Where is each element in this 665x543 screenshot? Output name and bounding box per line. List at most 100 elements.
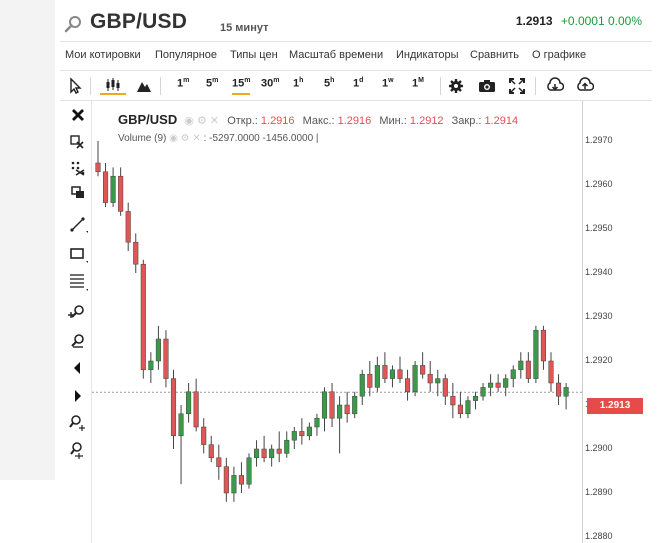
symbol-title: GBP/USD xyxy=(90,10,188,33)
price-tick-label: 1.2970 xyxy=(585,135,613,145)
candlestick-chart[interactable] xyxy=(92,101,582,543)
candle-body xyxy=(329,391,335,419)
menu-about-chart[interactable]: О графике xyxy=(532,49,587,61)
candle xyxy=(216,444,222,480)
timeframe-1M[interactable]: 1M xyxy=(412,77,424,90)
timeframe-15m[interactable]: 15m xyxy=(232,77,251,95)
candle-body xyxy=(480,387,486,397)
fullscreen-icon[interactable] xyxy=(509,77,525,95)
toolbar-divider xyxy=(90,77,91,95)
toolbar-divider xyxy=(440,77,441,95)
candle xyxy=(412,361,418,397)
fib-lines-icon[interactable] xyxy=(67,272,89,292)
candle-body xyxy=(382,365,388,379)
camera-icon[interactable] xyxy=(478,77,496,95)
settings-small-icon[interactable]: ⚙ xyxy=(196,115,207,127)
candle-body xyxy=(193,391,199,428)
menu-popular[interactable]: Популярное xyxy=(155,49,218,61)
candle-body xyxy=(223,466,229,494)
remove-small-icon[interactable]: ✕ xyxy=(192,133,201,144)
close-icon[interactable] xyxy=(67,105,89,125)
candle-body xyxy=(103,171,109,203)
candle xyxy=(246,453,252,489)
crosshair-zoom-icon[interactable] xyxy=(67,440,89,460)
zoom-in-icon[interactable] xyxy=(67,302,89,322)
candle-body xyxy=(427,373,433,384)
toolbar-divider xyxy=(160,77,161,95)
high-value: 1.2916 xyxy=(337,115,372,127)
upload-icon[interactable] xyxy=(576,77,594,95)
settings-small-icon[interactable]: ⚙ xyxy=(180,133,190,144)
trend-line-icon[interactable] xyxy=(67,214,89,234)
candle-body xyxy=(435,378,441,384)
price-tick-label: 1.2880 xyxy=(585,531,613,541)
candle xyxy=(435,369,441,397)
candlestick-icon[interactable] xyxy=(100,77,126,95)
price-tick-label: 1.2930 xyxy=(585,311,613,321)
candle xyxy=(178,405,184,485)
candle-body xyxy=(344,404,350,415)
cursor-icon[interactable] xyxy=(68,77,82,95)
price-tick-label: 1.2890 xyxy=(585,487,613,497)
price-change: +0.0001 0.00% xyxy=(560,14,642,28)
candle-body xyxy=(254,448,260,459)
candle xyxy=(465,396,471,419)
candle xyxy=(510,365,516,388)
search-icon[interactable] xyxy=(64,14,84,34)
magnet-icon[interactable] xyxy=(67,158,89,178)
timeframe-1h[interactable]: 1h xyxy=(293,77,304,90)
candle xyxy=(450,383,456,419)
candle xyxy=(352,391,358,419)
candle-body xyxy=(155,338,161,362)
price-tick-label: 1.2960 xyxy=(585,179,613,189)
download-icon[interactable] xyxy=(546,77,564,95)
candle-body xyxy=(533,329,539,379)
scroll-left-icon[interactable] xyxy=(67,358,89,378)
timeframe-30m[interactable]: 30m xyxy=(261,77,280,90)
timeframe-1w[interactable]: 1w xyxy=(382,77,394,90)
candle xyxy=(110,167,116,207)
candle-body xyxy=(125,211,131,243)
candle xyxy=(563,383,569,410)
menu-indicators[interactable]: Индикаторы xyxy=(396,49,459,61)
candle xyxy=(208,435,214,463)
candle xyxy=(382,352,388,383)
menu-my-quotes[interactable]: Мои котировки xyxy=(65,49,141,61)
candle xyxy=(329,383,335,427)
eye-icon[interactable]: ◉ xyxy=(184,115,194,127)
candle-body xyxy=(412,365,418,393)
scroll-right-icon[interactable] xyxy=(67,386,89,406)
price-tick-label: 1.2900 xyxy=(585,443,613,453)
timeframe-5m[interactable]: 5m xyxy=(206,77,219,90)
timeframe-1d[interactable]: 1d xyxy=(353,77,364,90)
menu-price-types[interactable]: Типы цен xyxy=(230,49,278,61)
copy-icon[interactable] xyxy=(67,183,89,203)
candle-body xyxy=(450,395,456,406)
candle xyxy=(155,325,161,370)
zoom-cursor-icon[interactable] xyxy=(67,413,89,433)
gear-icon[interactable] xyxy=(448,77,464,95)
eye-icon[interactable]: ◉ xyxy=(169,133,178,144)
remove-small-icon[interactable]: ✕ xyxy=(209,115,220,127)
price-axis[interactable] xyxy=(582,101,652,543)
area-chart-icon[interactable] xyxy=(136,77,152,95)
candle-body xyxy=(465,400,471,415)
candle xyxy=(472,391,479,410)
drawing-toolbar xyxy=(62,101,92,543)
menu-bar: Мои котировки Популярное Типы цен Масшта… xyxy=(60,41,652,71)
eraser-icon[interactable] xyxy=(67,132,89,152)
candle-body xyxy=(306,426,312,437)
candle xyxy=(133,233,139,273)
timeframe-5h[interactable]: 5h xyxy=(324,77,335,90)
menu-compare[interactable]: Сравнить xyxy=(470,49,520,61)
candle xyxy=(359,369,365,405)
candle xyxy=(186,383,192,423)
timeframe-1m[interactable]: 1m xyxy=(177,77,190,90)
menu-time-scale[interactable]: Масштаб времени xyxy=(289,49,384,61)
volume-separator: : xyxy=(203,133,207,144)
rectangle-icon[interactable] xyxy=(67,244,89,264)
zoom-out-icon[interactable] xyxy=(67,331,89,351)
candle xyxy=(140,259,146,379)
low-value: 1.2912 xyxy=(409,115,444,127)
chart-toolbar: 1m 5m 15m 30m 1h 5h 1d 1w 1M xyxy=(60,71,652,101)
